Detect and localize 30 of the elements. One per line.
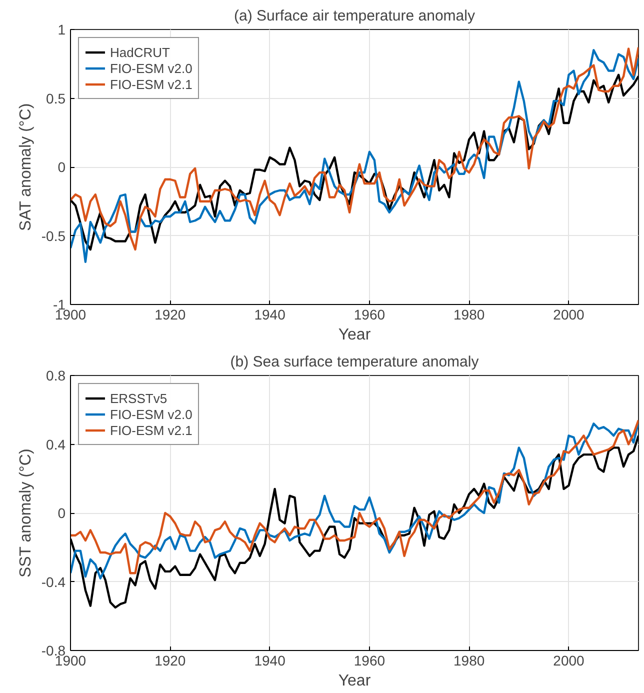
- x-tick-label: 2000: [553, 652, 585, 668]
- chart-title: (a) Surface air temperature anomaly: [234, 8, 476, 24]
- x-tick-label: 1980: [454, 652, 485, 668]
- y-axis-title: SAT anomaly (°C): [17, 103, 34, 231]
- x-tick-label: 1960: [354, 306, 386, 322]
- legend-label: FIO-ESM v2.0: [110, 406, 192, 422]
- x-tick-label: 2000: [553, 306, 585, 322]
- y-tick-label: 0.5: [46, 90, 66, 106]
- legend-label: FIO-ESM v2.0: [110, 60, 192, 76]
- legend-label: FIO-ESM v2.1: [110, 422, 192, 438]
- y-axis-title: SST anomaly (°C): [17, 448, 34, 578]
- x-axis-title: Year: [338, 672, 372, 690]
- legend-label: ERSSTv5: [110, 390, 168, 406]
- legend-label: HadCRUT: [110, 44, 170, 60]
- legend-label: FIO-ESM v2.1: [110, 76, 192, 92]
- x-tick-label: 1940: [254, 652, 286, 668]
- x-tick-label: 1920: [154, 652, 186, 668]
- y-tick-label: -0.5: [41, 228, 66, 244]
- y-tick-label: 1: [58, 22, 66, 38]
- x-tick-label: 1940: [254, 306, 286, 322]
- x-tick-label: 1960: [354, 652, 386, 668]
- x-tick-label: 1920: [154, 306, 186, 322]
- y-tick-label: -0.4: [41, 574, 66, 590]
- y-tick-label: 0: [58, 505, 66, 521]
- y-tick-label: 0: [58, 159, 66, 175]
- x-axis-title: Year: [338, 326, 372, 344]
- x-tick-label: 1980: [454, 306, 485, 322]
- y-tick-label: 0.4: [46, 436, 66, 452]
- chart-title: (b) Sea surface temperature anomaly: [230, 354, 480, 370]
- y-tick-label: 0.8: [46, 368, 66, 384]
